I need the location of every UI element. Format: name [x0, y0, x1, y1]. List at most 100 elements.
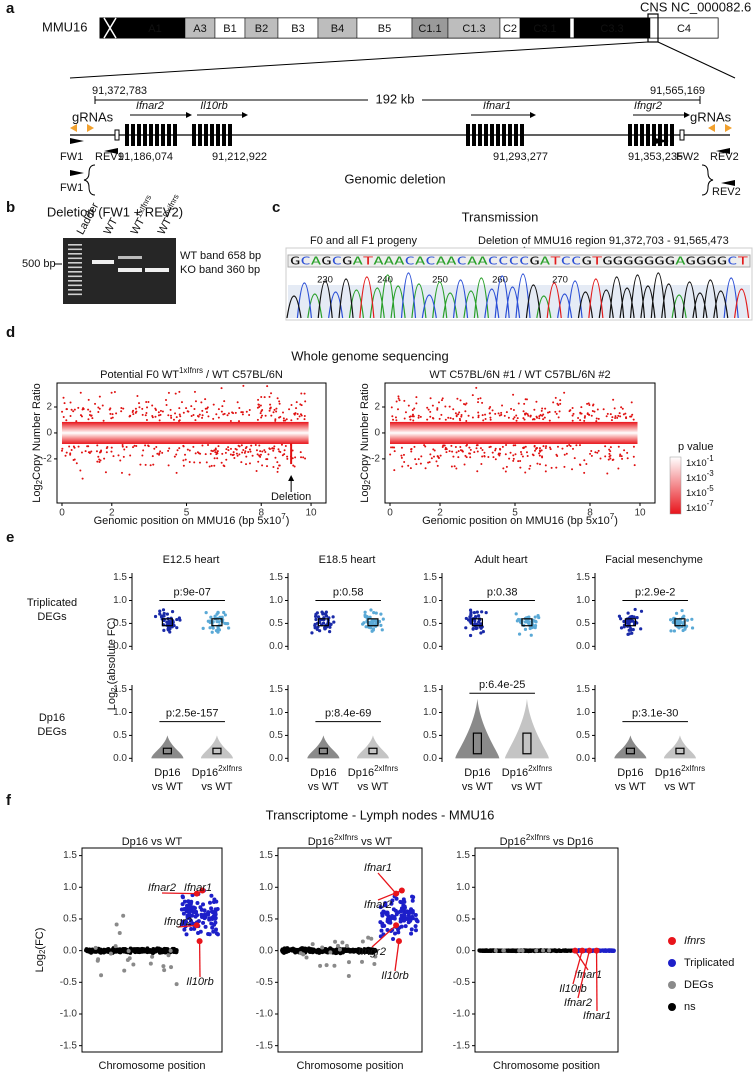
legend-marker — [668, 981, 676, 989]
point — [617, 414, 620, 417]
legend-tick: 1x10-1 — [686, 454, 714, 468]
point — [534, 948, 539, 953]
exon — [204, 124, 208, 146]
point — [180, 902, 185, 907]
point — [98, 407, 101, 410]
point — [70, 449, 73, 452]
point — [344, 943, 349, 948]
point — [75, 462, 78, 465]
point — [203, 924, 208, 929]
point — [174, 392, 177, 395]
y-tick-label: 1.5 — [113, 572, 127, 583]
legend-title: p value — [678, 441, 713, 453]
point — [117, 454, 120, 457]
point — [162, 611, 166, 616]
point — [403, 924, 408, 929]
point — [128, 473, 131, 476]
point — [386, 918, 391, 923]
point — [199, 887, 206, 894]
point — [477, 397, 480, 400]
point — [216, 457, 219, 460]
x-axis-label: Chromosome position — [297, 1060, 404, 1072]
point — [580, 412, 583, 415]
point — [571, 406, 574, 409]
point — [504, 948, 509, 953]
point — [390, 898, 395, 903]
point — [310, 942, 315, 947]
point — [439, 454, 442, 457]
point — [364, 949, 369, 954]
group-label-sup: 2xIfnrs — [681, 764, 705, 773]
point — [396, 408, 399, 411]
point — [522, 417, 525, 420]
point — [409, 931, 414, 936]
y-tick-label: 1.0 — [423, 707, 437, 718]
point — [346, 974, 351, 979]
point — [269, 407, 272, 410]
violin — [504, 698, 549, 759]
point — [303, 415, 306, 418]
point — [596, 408, 599, 411]
point — [596, 451, 599, 454]
legend-tick: 1x10-7 — [686, 499, 714, 513]
point — [106, 948, 111, 953]
point — [178, 618, 182, 622]
point — [398, 899, 403, 904]
point — [445, 448, 448, 451]
exon — [646, 124, 650, 146]
grna-arrow — [708, 124, 732, 132]
point — [305, 948, 310, 953]
x-tick-label: 2 — [109, 508, 115, 519]
exon — [478, 124, 482, 146]
point — [611, 949, 616, 954]
exon — [490, 124, 494, 146]
base: A — [540, 255, 551, 268]
point — [211, 450, 214, 453]
base: A — [477, 255, 488, 268]
box — [675, 747, 685, 755]
panel-label: d — [6, 324, 15, 341]
point — [492, 456, 495, 459]
base: A — [373, 255, 384, 268]
point — [535, 400, 538, 403]
point — [94, 402, 97, 405]
point — [572, 412, 575, 415]
point — [122, 948, 127, 953]
point — [494, 447, 497, 450]
point — [64, 454, 67, 457]
point — [144, 414, 147, 417]
base: C — [498, 255, 508, 268]
point — [528, 626, 532, 631]
point — [263, 449, 266, 452]
reference-label: CNS NC_000082.6 — [640, 0, 751, 14]
point — [371, 628, 375, 632]
point — [423, 444, 426, 447]
centromere — [100, 18, 125, 38]
point — [102, 419, 105, 422]
point — [354, 949, 359, 954]
base: C — [727, 255, 737, 268]
point — [236, 401, 239, 404]
legend-tick-main: 1x10 — [686, 488, 707, 499]
legend-label: Triplicated — [684, 957, 734, 969]
y-tick-label: -1.5 — [453, 1040, 471, 1051]
point — [302, 456, 305, 459]
point — [512, 409, 515, 412]
point — [304, 400, 307, 403]
point — [204, 398, 207, 401]
point — [205, 461, 208, 464]
arrow-head — [242, 112, 248, 118]
point — [175, 471, 178, 474]
point — [587, 402, 590, 405]
point — [223, 400, 226, 403]
point — [77, 406, 80, 409]
point — [468, 619, 472, 624]
point — [161, 451, 164, 454]
point — [115, 412, 118, 415]
point — [484, 417, 487, 420]
point — [481, 449, 484, 452]
group-label-main: Dp16 — [192, 767, 218, 779]
point — [242, 449, 245, 452]
point — [321, 612, 325, 616]
point — [680, 608, 684, 613]
